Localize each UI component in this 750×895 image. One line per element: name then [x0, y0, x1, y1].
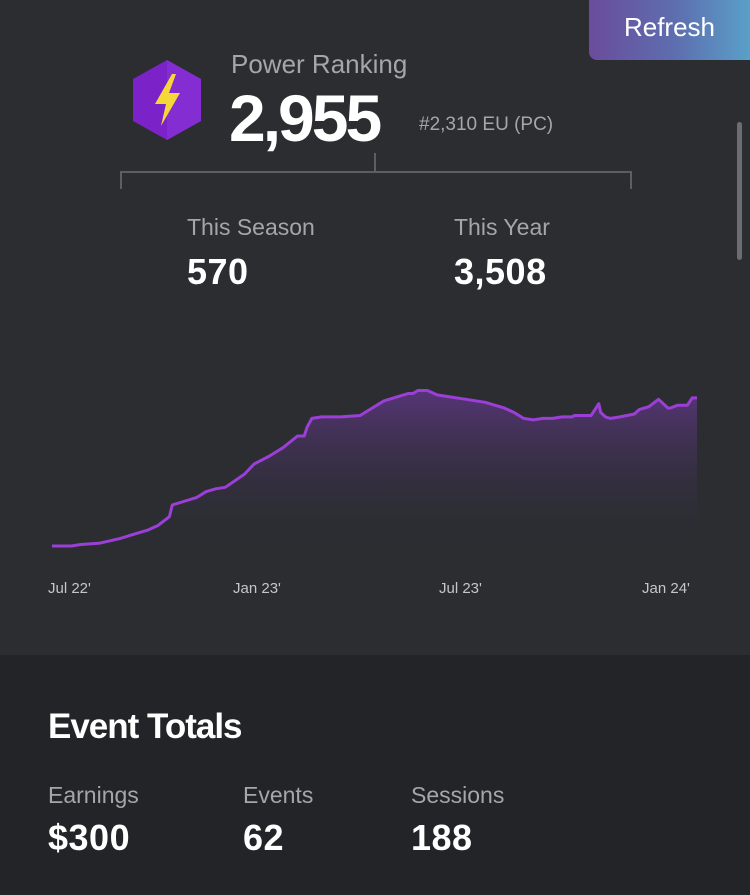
power-ranking-value: 2,955 [229, 81, 382, 155]
power-ranking-chart: Jul 22' Jan 23' Jul 23' Jan 24' [48, 389, 697, 597]
power-ranking-label: Power Ranking [231, 49, 408, 79]
sessions-label: Sessions [411, 782, 505, 808]
x-tick-label: Jul 22' [48, 580, 91, 597]
events-value: 62 [243, 817, 285, 858]
bracket-divider [120, 153, 632, 189]
chart-series-line [52, 389, 697, 548]
event-totals-panel [0, 655, 750, 895]
x-tick-label: Jul 23' [439, 580, 482, 597]
lightning-bolt-hexagon-icon [133, 60, 201, 140]
x-tick-label: Jan 23' [233, 580, 281, 597]
this-season-label: This Season [187, 214, 315, 240]
events-label: Events [243, 782, 314, 808]
this-year-value: 3,508 [454, 251, 547, 292]
regional-rank: #2,310 EU (PC) [419, 114, 554, 135]
x-tick-label: Jan 24' [642, 580, 690, 597]
earnings-label: Earnings [48, 782, 139, 808]
earnings-value: $300 [48, 817, 131, 858]
refresh-button[interactable]: Refresh [589, 0, 750, 60]
chart-area-fill [52, 390, 697, 546]
this-year-label: This Year [454, 214, 550, 240]
event-totals-title: Event Totals [48, 707, 243, 746]
sessions-value: 188 [411, 817, 473, 858]
scrollbar[interactable] [737, 122, 742, 260]
this-season-value: 570 [187, 251, 249, 292]
